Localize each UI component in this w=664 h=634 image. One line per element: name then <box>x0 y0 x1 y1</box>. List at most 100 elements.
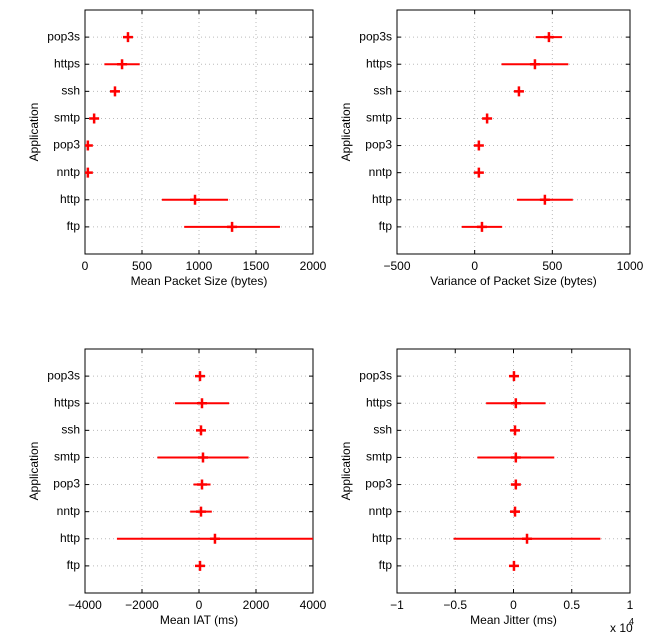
x-tick-label: 0.5 <box>563 598 580 612</box>
marker <box>195 425 206 436</box>
axes-frame <box>396 348 631 594</box>
x-tick-label: −500 <box>383 259 410 273</box>
y-tick-label: http <box>372 531 392 545</box>
marker <box>473 140 484 151</box>
axes <box>397 10 630 254</box>
axes-frame <box>396 9 631 255</box>
y-tick-label: ssh <box>373 84 392 98</box>
marker <box>194 560 205 571</box>
y-tick-label: pop3 <box>365 477 392 491</box>
marker <box>482 113 493 124</box>
y-tick-label: smtp <box>366 450 392 464</box>
x-tick-label: 1 <box>627 598 634 612</box>
x-tick-label: 4000 <box>300 598 327 612</box>
y-tick-label: http <box>60 192 80 206</box>
x-tick-label: −2000 <box>125 598 159 612</box>
marker <box>194 371 205 382</box>
x-axis-label: Variance of Packet Size (bytes) <box>430 274 597 288</box>
marker <box>539 194 550 205</box>
plot-area <box>116 371 313 571</box>
x-tick-label: 1500 <box>243 259 270 273</box>
x-tick-label: −1 <box>390 598 404 612</box>
x-tick-label: −4000 <box>68 598 102 612</box>
marker <box>529 59 540 70</box>
x-tick-label: 2000 <box>243 598 270 612</box>
marker <box>522 533 533 544</box>
marker <box>227 221 238 232</box>
y-tick-label: https <box>366 395 392 409</box>
marker <box>510 425 521 436</box>
marker <box>197 452 208 463</box>
x-axis-label: Mean IAT (ms) <box>160 613 238 627</box>
y-tick-label: pop3s <box>47 29 80 43</box>
x-multiplier-exponent: 4 <box>629 616 634 626</box>
marker <box>543 32 554 43</box>
y-tick-label: smtp <box>54 450 80 464</box>
marker <box>85 140 93 151</box>
y-tick-label: pop3s <box>359 29 392 43</box>
marker <box>122 32 133 43</box>
x-tick-label: −0.5 <box>443 598 467 612</box>
x-tick-label: 500 <box>132 259 152 273</box>
marker <box>109 86 120 97</box>
y-tick-label: nntp <box>369 504 393 518</box>
marker <box>508 560 519 571</box>
plot-area <box>453 371 601 571</box>
marker <box>510 479 521 490</box>
x-tick-label: 0 <box>196 598 203 612</box>
x-tick-label: 500 <box>542 259 562 273</box>
x-tick-label: 0 <box>471 259 478 273</box>
y-axis-label: Application <box>27 103 41 162</box>
marker <box>513 86 524 97</box>
x-tick-label: 0 <box>82 259 89 273</box>
marker <box>195 506 206 517</box>
x-tick-label: 2000 <box>300 259 327 273</box>
y-tick-label: pop3 <box>53 138 80 152</box>
marker <box>117 59 128 70</box>
marker <box>85 167 93 178</box>
y-axis-label: Application <box>339 442 353 501</box>
marker <box>510 398 521 409</box>
y-tick-label: http <box>372 192 392 206</box>
marker <box>510 506 521 517</box>
plot-area <box>461 32 573 232</box>
y-tick-label: ftp <box>67 558 81 572</box>
y-tick-label: pop3 <box>53 477 80 491</box>
y-tick-label: pop3 <box>365 138 392 152</box>
x-axis-label: Mean Packet Size (bytes) <box>131 274 268 288</box>
y-tick-label: ssh <box>61 423 80 437</box>
y-tick-label: ftp <box>67 219 81 233</box>
y-axis-label: Application <box>27 442 41 501</box>
marker <box>209 533 220 544</box>
y-tick-label: pop3s <box>47 368 80 382</box>
marker <box>508 371 519 382</box>
x-tick-label: 1000 <box>617 259 644 273</box>
y-tick-label: ssh <box>61 84 80 98</box>
marker <box>473 167 484 178</box>
marker <box>510 452 521 463</box>
y-tick-label: ftp <box>379 558 393 572</box>
marker <box>190 194 201 205</box>
axes-frame <box>84 348 314 594</box>
x-axis-label: Mean Jitter (ms) <box>470 613 557 627</box>
y-tick-label: https <box>54 395 80 409</box>
y-tick-label: nntp <box>57 165 81 179</box>
y-tick-label: ftp <box>379 219 393 233</box>
marker <box>476 221 487 232</box>
y-tick-label: ssh <box>373 423 392 437</box>
y-tick-label: https <box>366 56 392 70</box>
x-tick-label: 1000 <box>186 259 213 273</box>
y-tick-label: pop3s <box>359 368 392 382</box>
marker <box>196 479 207 490</box>
x-tick-label: 0 <box>510 598 517 612</box>
x-multiplier: x 10 <box>610 621 633 634</box>
y-tick-label: smtp <box>54 111 80 125</box>
marker <box>196 398 207 409</box>
plot-area <box>85 32 280 232</box>
y-tick-label: smtp <box>366 111 392 125</box>
marker <box>89 113 100 124</box>
y-tick-label: nntp <box>369 165 393 179</box>
y-tick-label: http <box>60 531 80 545</box>
y-axis-label: Application <box>339 103 353 162</box>
